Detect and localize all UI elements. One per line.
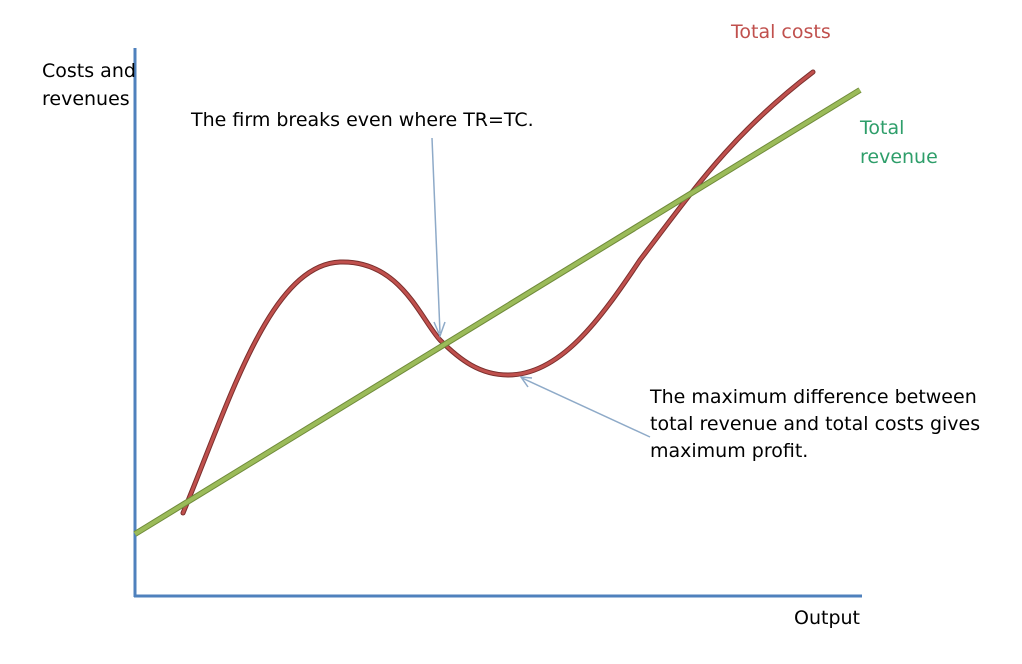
x-axis-label: Output [794, 607, 860, 629]
max-profit-annotation: The maximum difference between total rev… [650, 386, 981, 462]
max-profit-arrow [521, 377, 651, 438]
breakeven-arrow [431, 137, 441, 334]
total-costs-label: Total costs [731, 21, 831, 43]
breakeven-annotation: The firm breaks even where TR=TC. [191, 109, 534, 131]
breakeven-arrowhead [433, 321, 446, 339]
total-revenue-label: Total revenue [860, 117, 938, 168]
y-axis-label: Costs and revenues [42, 60, 136, 110]
total-costs-curve-fill [181, 70, 815, 515]
max-profit-arrowhead [519, 376, 533, 388]
total-revenue-line [133, 88, 862, 536]
